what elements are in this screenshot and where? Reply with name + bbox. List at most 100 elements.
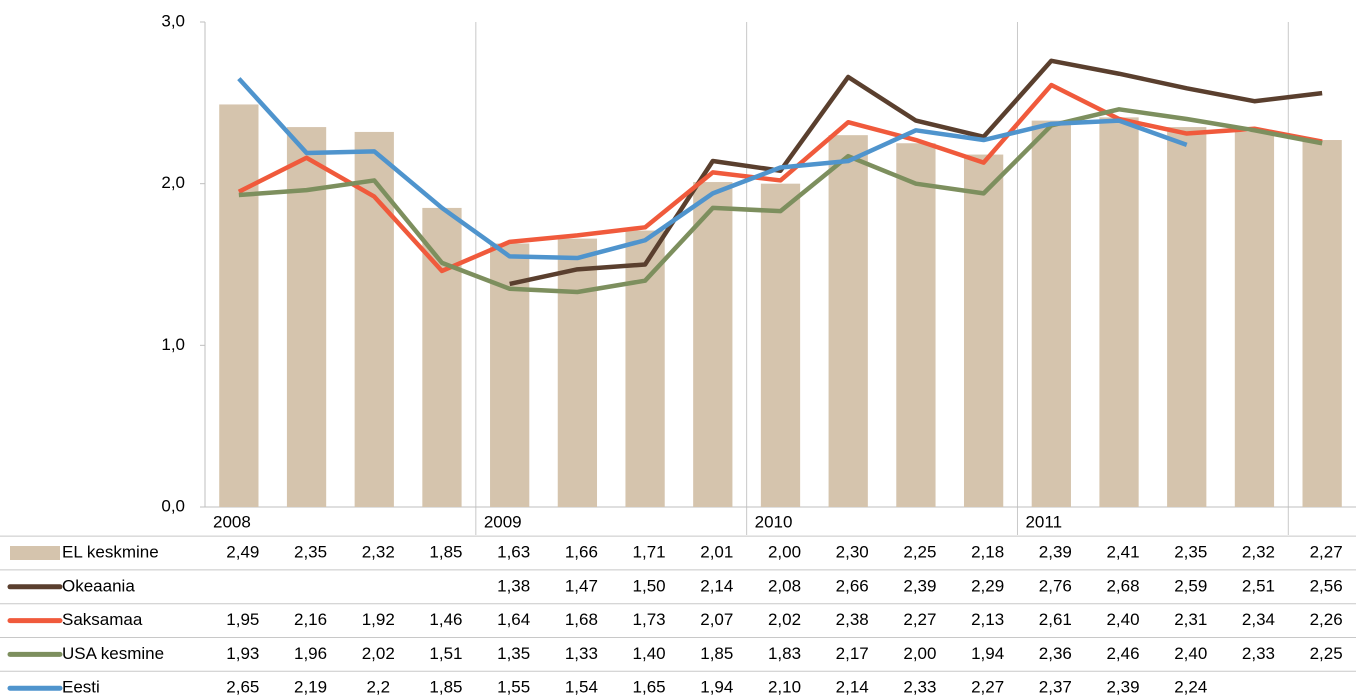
table-cell: 2,27: [1310, 542, 1343, 561]
table-cell: 2,27: [903, 610, 936, 629]
table-cell: 2,26: [1310, 610, 1343, 629]
bar: [963, 154, 1004, 508]
table-cell: 2,65: [226, 678, 259, 697]
table-cell: 1,83: [768, 644, 801, 663]
table-cell: 2,08: [768, 576, 801, 595]
table-cell: 1,96: [294, 644, 327, 663]
x-tick-label: 2010: [755, 512, 793, 531]
table-cell: 2,10: [768, 678, 801, 697]
x-tick-label: 2009: [484, 512, 522, 531]
table-cell: 2,76: [1039, 576, 1072, 595]
table-cell: 2,33: [903, 678, 936, 697]
table-cell: 2,25: [903, 542, 936, 561]
legend-label: Okeaania: [62, 576, 135, 595]
bar: [896, 143, 936, 507]
table-cell: 2,2: [366, 678, 390, 697]
table-cell: 1,33: [565, 644, 598, 663]
table-cell: 1,94: [700, 678, 733, 697]
table-cell: 2,59: [1174, 576, 1207, 595]
legend-label: USA kesmine: [62, 644, 164, 663]
table-cell: 2,00: [903, 644, 936, 663]
legend-label: Eesti: [62, 678, 100, 697]
table-cell: 1,46: [429, 610, 462, 629]
table-cell: 2,51: [1242, 576, 1275, 595]
table-cell: 1,64: [497, 610, 530, 629]
y-tick-label: 0,0: [161, 496, 185, 515]
table-cell: 2,14: [700, 576, 733, 595]
legend-label: EL keskmine: [62, 542, 159, 561]
table-cell: 2,41: [1106, 542, 1139, 561]
bar: [557, 238, 598, 507]
table-cell: 2,14: [836, 678, 869, 697]
table-cell: 2,24: [1174, 678, 1207, 697]
bar: [693, 182, 733, 508]
bar: [625, 230, 665, 508]
table-cell: 1,51: [429, 644, 462, 663]
bar: [760, 183, 801, 507]
table-cell: 2,00: [768, 542, 801, 561]
table-cell: 2,30: [836, 542, 869, 561]
table-cell: 1,63: [497, 542, 530, 561]
table-cell: 2,33: [1242, 644, 1275, 663]
table-cell: 2,46: [1106, 644, 1139, 663]
table-cell: 1,94: [971, 644, 1004, 663]
x-tick-label: 2008: [213, 512, 251, 531]
bar: [1167, 127, 1207, 507]
table-cell: 2,29: [971, 576, 1004, 595]
table-cell: 2,27: [971, 678, 1004, 697]
legend-label: Saksamaa: [62, 610, 143, 629]
table-cell: 1,92: [362, 610, 395, 629]
table-cell: 2,31: [1174, 610, 1207, 629]
table-cell: 1,95: [226, 610, 259, 629]
table-cell: 1,85: [429, 542, 462, 561]
table-cell: 2,36: [1039, 644, 1072, 663]
table-cell: 1,85: [700, 644, 733, 663]
bar: [1031, 120, 1071, 507]
y-tick-label: 3,0: [161, 11, 185, 30]
legend-key: [10, 546, 60, 560]
table-cell: 2,19: [294, 678, 327, 697]
table-cell: 2,07: [700, 610, 733, 629]
table-cell: 2,34: [1242, 610, 1275, 629]
table-cell: 1,65: [633, 678, 666, 697]
line: [237, 77, 1188, 261]
table-cell: 1,55: [497, 678, 530, 697]
table-cell: 1,40: [633, 644, 666, 663]
table-cell: 2,38: [836, 610, 869, 629]
table-cell: 2,61: [1039, 610, 1072, 629]
line: [237, 82, 1323, 274]
table-cell: 2,13: [971, 610, 1004, 629]
x-tick-label: 2011: [1025, 512, 1062, 531]
table-cell: 2,02: [362, 644, 395, 663]
table-cell: 2,16: [294, 610, 327, 629]
table-cell: 2,56: [1310, 576, 1343, 595]
table-cell: 1,38: [497, 576, 530, 595]
table-cell: 2,49: [226, 542, 259, 561]
table-cell: 2,35: [1174, 542, 1207, 561]
table-cell: 2,32: [362, 542, 395, 561]
table-cell: 2,02: [768, 610, 801, 629]
table-cell: 2,25: [1310, 644, 1343, 663]
table-cell: 1,85: [429, 678, 462, 697]
table-cell: 2,18: [971, 542, 1004, 561]
bar: [1234, 131, 1275, 507]
table-cell: 2,40: [1106, 610, 1139, 629]
line: [238, 107, 1323, 295]
table-cell: 2,68: [1106, 576, 1139, 595]
table-cell: 1,93: [226, 644, 259, 663]
table-cell: 1,73: [633, 610, 666, 629]
table-cell: 2,39: [1106, 678, 1139, 697]
table-cell: 2,17: [836, 644, 869, 663]
bar: [219, 104, 259, 507]
table-cell: 1,47: [565, 576, 598, 595]
line: [509, 58, 1323, 287]
table-cell: 2,37: [1039, 678, 1072, 697]
y-tick-label: 2,0: [161, 173, 185, 192]
y-tick-label: 1,0: [161, 335, 185, 354]
table-cell: 2,35: [294, 542, 327, 561]
table-cell: 2,32: [1242, 542, 1275, 561]
table-cell: 1,50: [633, 576, 666, 595]
table-cell: 2,66: [836, 576, 869, 595]
table-cell: 2,01: [700, 542, 733, 561]
